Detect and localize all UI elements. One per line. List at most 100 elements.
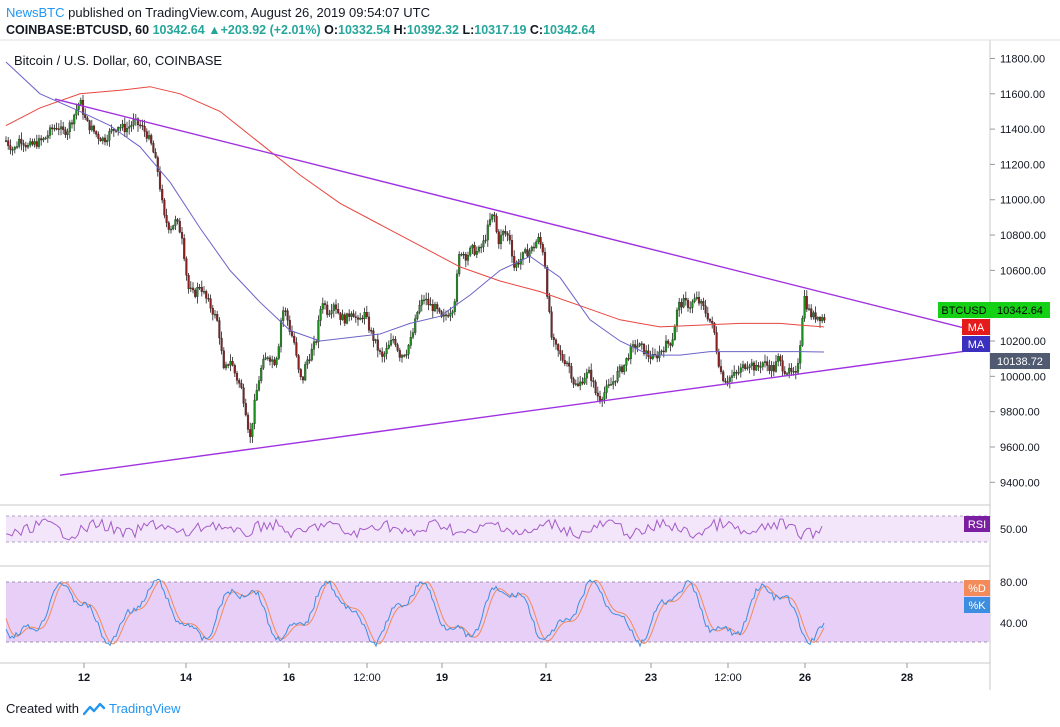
trendline[interactable] [59,347,989,476]
tradingview-brand[interactable]: TradingView [108,701,181,716]
candle-body [455,273,459,302]
candle-body [68,122,71,133]
candle-body [354,316,357,318]
candle-body [15,146,19,148]
candle-body [205,291,208,299]
candle-body [530,246,533,252]
candle-body [645,350,648,355]
candle-body [385,348,388,355]
candle-body [295,342,298,356]
candle-body [44,137,47,140]
close-value: 10342.64 [543,23,596,37]
trendline[interactable] [54,98,989,335]
candle-body [451,311,454,314]
candle-body [678,302,681,311]
stoch-k-tag: %K [964,597,990,613]
price-tick-label: 9600.00 [1000,442,1040,454]
rsi-tag-bg [964,516,990,532]
candle-body [271,359,274,362]
candle-body [559,350,562,355]
candle-body [766,361,769,366]
candle-body [414,318,417,333]
candle-body [715,332,718,352]
candle-body [48,127,52,136]
candle-body [418,305,421,313]
price-tick-label: 11200.00 [1000,159,1045,171]
candle-body [504,231,507,234]
candle-body [183,238,186,259]
price-chart[interactable]: Bitcoin / U.S. Dollar, 60, COINBASE 1180… [0,0,1060,700]
candle-body [169,228,173,231]
candle-body [308,359,311,361]
candle-body [700,301,703,304]
trendlines[interactable] [54,98,989,476]
candle-body [801,318,804,346]
candle-body [277,346,280,359]
candle-body [64,129,67,135]
candle-body [733,371,736,376]
author-link[interactable]: NewsBTC [6,5,65,20]
candle-body [194,289,197,297]
candle-body [53,127,56,130]
candle-body [651,354,654,359]
candle-body [770,365,773,371]
candle-body [343,314,346,324]
candle-body [524,249,527,253]
candle-body [398,350,401,358]
candle-body [22,143,25,146]
candle-body [266,357,269,359]
candle-body [442,314,445,317]
candle-body [537,237,540,243]
candle-body [460,254,463,256]
candle-body [227,364,230,366]
candle-body [469,247,472,256]
candle-body [167,222,170,230]
candle-body [26,145,30,148]
candle-body [427,298,430,305]
candle-body [818,317,822,322]
candle-body [95,131,98,135]
candle-body [328,313,331,316]
candle-body [352,313,355,317]
candle-body [249,429,252,437]
candle-body [211,308,214,315]
candle-body [748,365,751,368]
candle-body [299,369,302,378]
candle-body [629,346,632,360]
candle-body [209,298,212,309]
candle-body [473,245,476,255]
candle-body [783,370,786,374]
candle-body [240,383,243,388]
time-axis[interactable]: 12 14 16 12:00 19 21 23 12:00 26 28 [78,663,913,684]
ma-blue-line [5,61,825,356]
candle-body [550,311,553,338]
candle-body [150,135,153,144]
candle-body [638,343,641,347]
candle-body [233,365,236,374]
candle-body [121,123,124,128]
candle-body [539,237,542,245]
candle-body [757,365,760,367]
candle-body [821,317,824,322]
candle-body [29,141,32,146]
ma-red-tag-bg [962,319,990,335]
open-label: O: [324,23,339,37]
candle-body [42,138,45,141]
stoch-k-tag-bg [964,597,990,613]
candle-body [684,298,687,301]
price-axis[interactable]: 11800.00 11600.00 11400.00 11200.00 11000.00… [990,53,1046,489]
stoch-band [6,582,990,642]
candle-body [623,365,626,373]
candle-body [803,296,806,319]
candle-body [189,287,192,290]
candle-body [814,312,817,320]
candle-body [33,141,36,145]
btcusd-tag-label: BTCUSD [941,305,986,317]
candle-body [235,372,239,381]
candle-body [136,118,140,126]
candle-body [739,367,742,373]
candle-body [484,239,487,242]
stoch-d-tag-bg [964,580,990,596]
candle-body [18,138,21,147]
candle-body [191,287,195,291]
